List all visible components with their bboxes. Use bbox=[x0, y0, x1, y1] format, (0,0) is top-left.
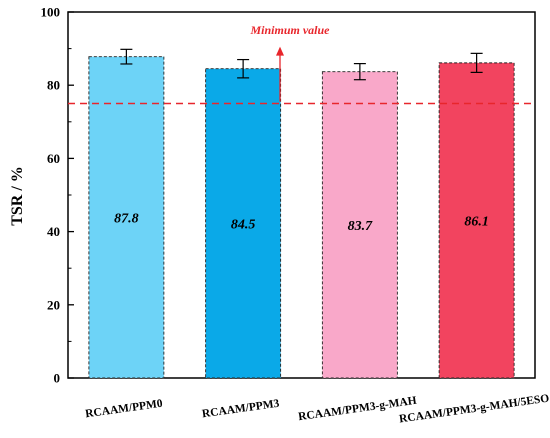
y-tick-label: 20 bbox=[47, 297, 60, 312]
reference-line-group: Minimum value bbox=[68, 23, 535, 105]
bar bbox=[205, 68, 282, 379]
y-tick-label: 80 bbox=[47, 78, 60, 93]
y-tick-label: 0 bbox=[54, 371, 61, 386]
bar bbox=[438, 62, 515, 379]
y-tick-label: 60 bbox=[47, 151, 60, 166]
x-category-label: RCAAM/PPM0 bbox=[85, 398, 164, 421]
bar bbox=[321, 71, 398, 379]
y-axis: 0 20 40 60 80 100 bbox=[41, 5, 74, 386]
x-category-label: RCAAM/PPM3 bbox=[201, 398, 280, 421]
bar bbox=[88, 56, 165, 379]
bars bbox=[88, 48, 515, 379]
reference-line-label: Minimum value bbox=[249, 23, 330, 37]
data-labels: 87.8 84.5 83.7 86.1 bbox=[114, 211, 489, 234]
x-axis: RCAAM/PPM0 RCAAM/PPM3 RCAAM/PPM3-g-MAHRCAA… bbox=[85, 373, 550, 426]
y-axis-title: TSR / % bbox=[9, 166, 26, 226]
data-label: 86.1 bbox=[464, 214, 489, 229]
data-label: 84.5 bbox=[231, 217, 256, 232]
y-tick-label: 100 bbox=[41, 5, 61, 20]
data-label: 87.8 bbox=[114, 211, 139, 226]
data-label: 83.7 bbox=[348, 219, 374, 234]
y-tick-label: 40 bbox=[47, 224, 60, 239]
reference-arrow-head bbox=[276, 46, 284, 56]
x-category-label: RCAAM/PPM3-g-MAH/5ESO bbox=[398, 393, 550, 426]
